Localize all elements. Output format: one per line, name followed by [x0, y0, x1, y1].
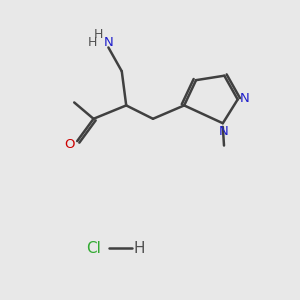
- Text: O: O: [64, 138, 75, 151]
- Text: N: N: [240, 92, 250, 105]
- Text: Cl: Cl: [86, 241, 101, 256]
- Text: H: H: [88, 36, 98, 49]
- Text: H: H: [94, 28, 104, 41]
- Text: N: N: [104, 36, 114, 49]
- Text: H: H: [134, 241, 145, 256]
- Text: N: N: [219, 125, 229, 138]
